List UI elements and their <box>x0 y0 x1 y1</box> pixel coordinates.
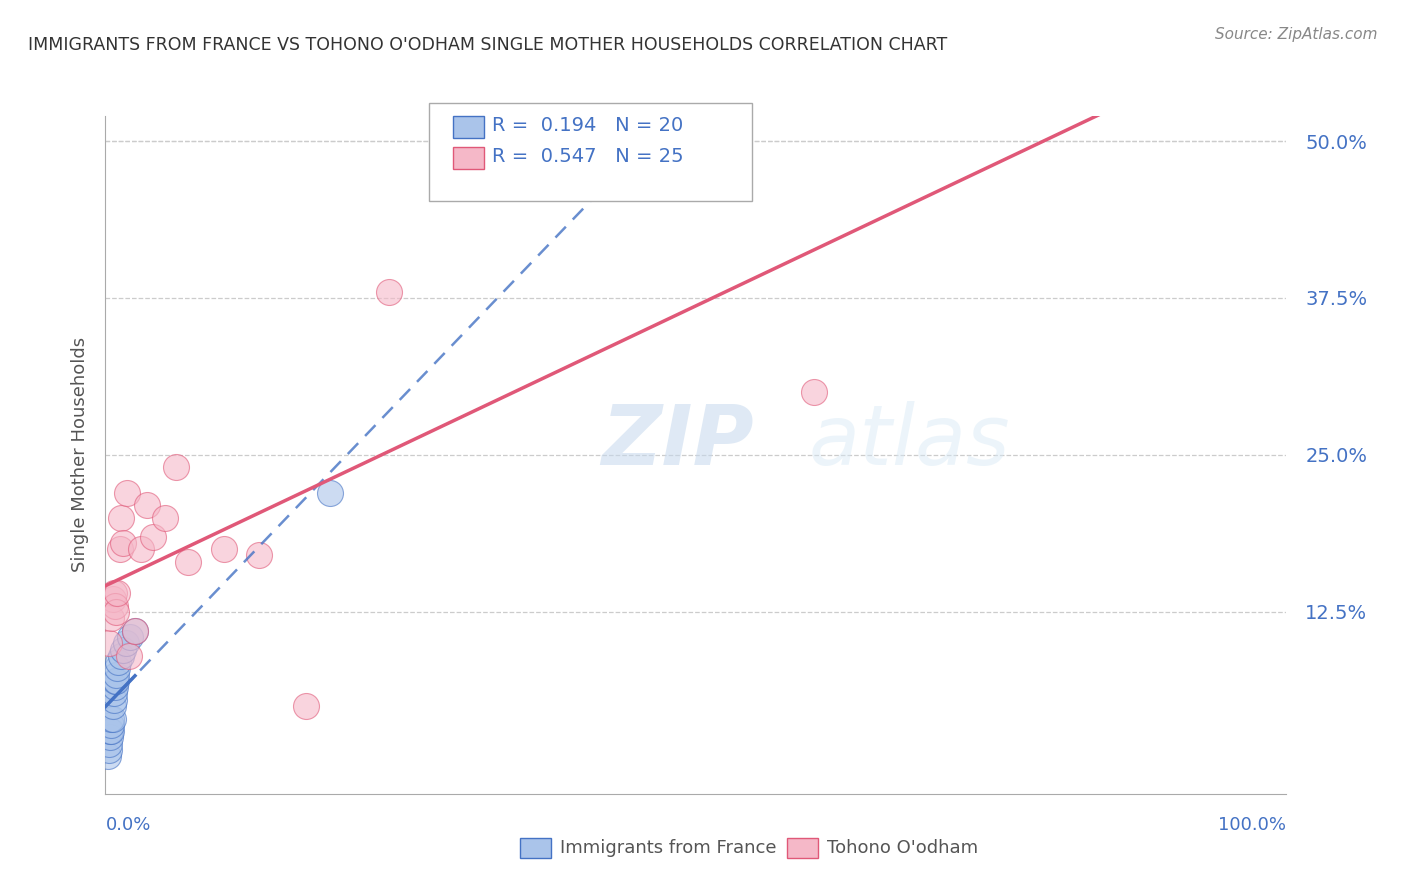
Text: Tohono O'odham: Tohono O'odham <box>827 839 977 857</box>
Point <box>104 680 127 694</box>
Point <box>112 536 135 550</box>
Point <box>112 642 135 657</box>
Point <box>118 648 141 663</box>
Point <box>101 698 124 713</box>
Point <box>103 686 125 700</box>
Point <box>101 712 124 726</box>
Point <box>177 555 200 569</box>
Point <box>105 661 128 675</box>
Point <box>803 385 825 400</box>
Point <box>105 605 128 619</box>
Point <box>142 529 165 543</box>
Point <box>685 134 707 148</box>
Text: R =  0.547   N = 25: R = 0.547 N = 25 <box>492 147 683 166</box>
Text: ZIP: ZIP <box>602 401 754 482</box>
Point <box>103 586 125 600</box>
Point <box>100 718 122 732</box>
Point <box>110 648 132 663</box>
Text: IMMIGRANTS FROM FRANCE VS TOHONO O'ODHAM SINGLE MOTHER HOUSEHOLDS CORRELATION CH: IMMIGRANTS FROM FRANCE VS TOHONO O'ODHAM… <box>28 36 948 54</box>
Point <box>129 542 152 557</box>
Point <box>103 692 125 706</box>
Point <box>98 724 121 739</box>
Point <box>104 673 127 688</box>
Point <box>107 655 129 669</box>
Point <box>100 724 122 739</box>
Point <box>98 737 121 751</box>
Point <box>124 624 146 638</box>
Point <box>135 498 157 512</box>
Point <box>98 743 121 757</box>
Point <box>295 698 318 713</box>
Text: 0.0%: 0.0% <box>105 815 150 833</box>
Y-axis label: Single Mother Households: Single Mother Households <box>70 337 89 573</box>
Point <box>247 549 270 563</box>
Point <box>104 599 127 613</box>
Point <box>100 712 122 726</box>
Point <box>98 636 121 650</box>
Point <box>115 485 138 500</box>
Point <box>165 460 187 475</box>
Point <box>120 630 142 644</box>
Point <box>108 542 131 557</box>
Point <box>97 749 120 764</box>
Text: R =  0.194   N = 20: R = 0.194 N = 20 <box>492 116 683 135</box>
Point <box>100 611 122 625</box>
Point <box>110 510 132 524</box>
Point <box>378 285 401 299</box>
Text: 100.0%: 100.0% <box>1219 815 1286 833</box>
Text: Source: ZipAtlas.com: Source: ZipAtlas.com <box>1215 27 1378 42</box>
Point <box>153 510 176 524</box>
Point <box>105 586 128 600</box>
Text: Immigrants from France: Immigrants from France <box>560 839 776 857</box>
Point <box>98 731 121 745</box>
Text: atlas: atlas <box>808 401 1010 482</box>
Point <box>101 592 124 607</box>
Point <box>105 667 128 681</box>
Point <box>114 636 136 650</box>
Point <box>319 485 342 500</box>
Point <box>124 624 146 638</box>
Point <box>105 673 128 688</box>
Point <box>212 542 235 557</box>
